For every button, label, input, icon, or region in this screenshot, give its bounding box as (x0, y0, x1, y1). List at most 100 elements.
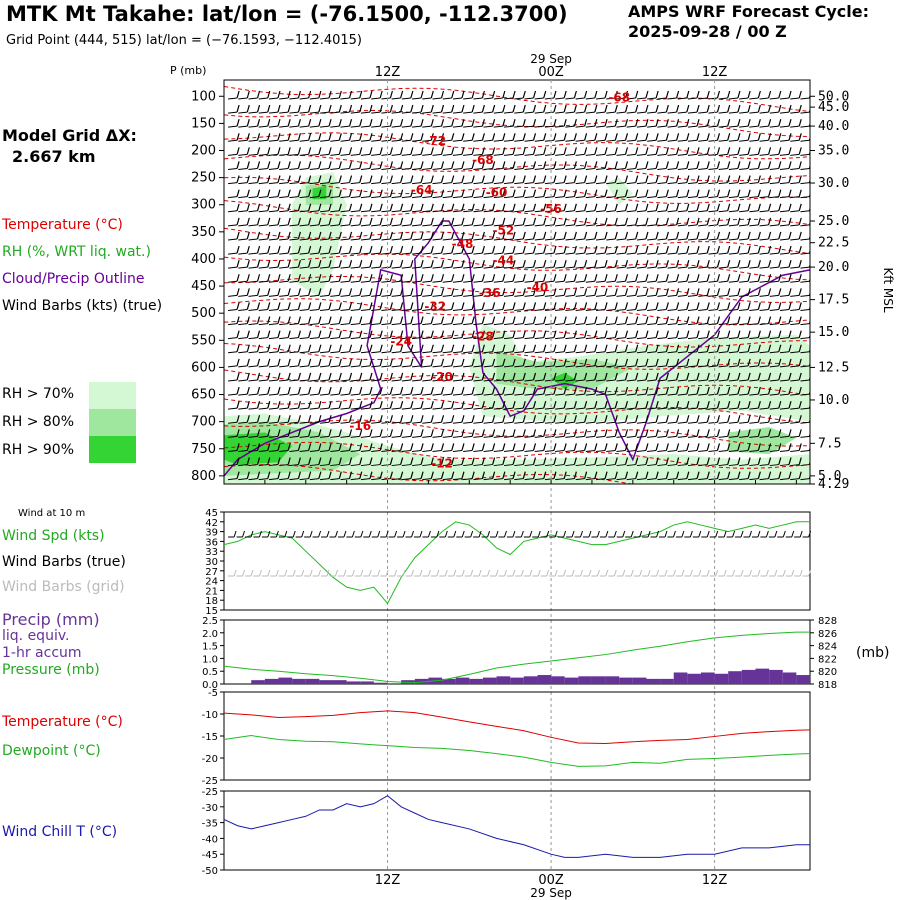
wind-barb-flag (246, 288, 250, 296)
wind-barb-shaft (289, 125, 299, 128)
wind-barb (371, 358, 383, 368)
wind-barb-shaft (340, 407, 350, 410)
wind-barb-shaft (544, 294, 554, 297)
wind-barb-shaft (238, 421, 248, 424)
wind-barb (473, 372, 485, 382)
wind-barb-shaft (534, 224, 544, 227)
wind-barb (483, 161, 496, 170)
wind-barb-shaft (555, 266, 565, 269)
wind-barb-shaft (616, 449, 626, 452)
wind-barb (473, 189, 485, 199)
wind-barb-flag (400, 330, 404, 338)
wind-barb-flag (553, 217, 557, 226)
wind-barb-shaft (422, 337, 432, 340)
wind-barb (483, 104, 496, 114)
wind-barb-flag (308, 372, 312, 381)
wind-barb-shaft (575, 266, 585, 269)
wind-barb-flag (532, 133, 537, 141)
wind-barb-flag (338, 471, 342, 479)
wind-barb (309, 372, 322, 382)
wind-barb-flag (236, 217, 240, 226)
wind-barb (585, 203, 598, 213)
wind-barb-shaft (555, 294, 565, 297)
wind-barb-shaft (463, 196, 473, 199)
wind-barb-flag (451, 415, 455, 423)
wind-barb-flag (543, 471, 547, 479)
wind-barb-shaft (350, 421, 360, 424)
wind-barb (575, 358, 588, 368)
wind-barb (320, 302, 332, 311)
wind-barb (268, 189, 281, 199)
wind-barb-flag (481, 231, 485, 240)
wind-barb-shaft (268, 323, 279, 326)
wind-barb (759, 288, 772, 297)
wind-barb (636, 316, 649, 326)
wind-barb-flag (400, 401, 404, 409)
wind-barb (371, 302, 383, 311)
wind-barb-shaft (514, 196, 524, 199)
wind-barb-shaft (728, 252, 738, 255)
wind-barb-flag (359, 316, 363, 324)
wind-barb-flag (798, 147, 802, 155)
wind-barb (503, 147, 516, 156)
wind-barb-flag (287, 316, 291, 324)
wind-barb-shaft (330, 379, 340, 382)
wind-barb-shaft (391, 407, 401, 410)
wind-barb-flag (645, 415, 649, 423)
wind-barb-flag (338, 147, 342, 155)
wind-barb-shaft (258, 294, 268, 297)
wind-barb (289, 471, 301, 481)
wind-barb (371, 443, 383, 452)
wind-barb (544, 260, 557, 269)
wind-barb-flag (747, 471, 751, 479)
wind-barb-flag (369, 316, 373, 324)
wind-barb-shaft (320, 393, 330, 396)
wind-barb-flag (420, 203, 424, 211)
wind-barb-shaft (790, 153, 800, 156)
wind-barb-shaft (381, 421, 391, 424)
wind-barb-flag (737, 288, 741, 296)
wind-barb-shaft (544, 182, 554, 185)
wind-barb-shaft (749, 294, 759, 297)
wind-barb-flag (737, 316, 741, 324)
wind-barb-shaft (647, 111, 657, 114)
wind-barb-flag (481, 316, 485, 324)
wind-barb (401, 147, 414, 156)
wind-barb (309, 443, 322, 452)
wind-barb (749, 104, 761, 114)
wind-barb-flag (420, 119, 424, 127)
wind-barb (718, 90, 731, 100)
wind-barb-flag (451, 316, 455, 324)
wind-barb-shaft (320, 252, 330, 255)
wind-barb (636, 274, 649, 283)
wind-barb-flag (676, 316, 680, 324)
wind-barb (779, 288, 792, 297)
wind-barb-flag (430, 471, 434, 479)
wind-barb-flag (522, 147, 526, 155)
wind-barb-flag (369, 288, 373, 296)
wind-barb-flag (563, 260, 567, 268)
wind-barb-shaft (452, 167, 463, 170)
wind-barb (759, 457, 772, 467)
wind-barb-shaft (769, 323, 779, 326)
wind-barb (391, 316, 404, 326)
wind-barb-shaft (452, 407, 463, 410)
wind-barb-shaft (340, 421, 350, 424)
wind-barb-flag (655, 344, 659, 352)
wind-barb-shaft (779, 97, 790, 100)
wind-barb-shaft (350, 478, 360, 481)
wind-barb-shaft (718, 125, 728, 128)
wind-barb (268, 401, 281, 410)
wind-barb-flag (359, 231, 363, 240)
wind-barb-flag (767, 133, 772, 141)
wind-barb-flag (573, 401, 577, 409)
wind-barb-shaft (422, 421, 432, 424)
wind-barb-shaft (647, 294, 657, 297)
wind-barb-shaft (268, 464, 279, 467)
wind-barb (534, 443, 547, 452)
wind-barb-shaft (698, 139, 708, 142)
wind-barb-shaft (238, 464, 248, 467)
wind-barb (779, 415, 792, 424)
wind-barb-flag (256, 457, 261, 465)
wind-barb-flag (635, 401, 639, 409)
